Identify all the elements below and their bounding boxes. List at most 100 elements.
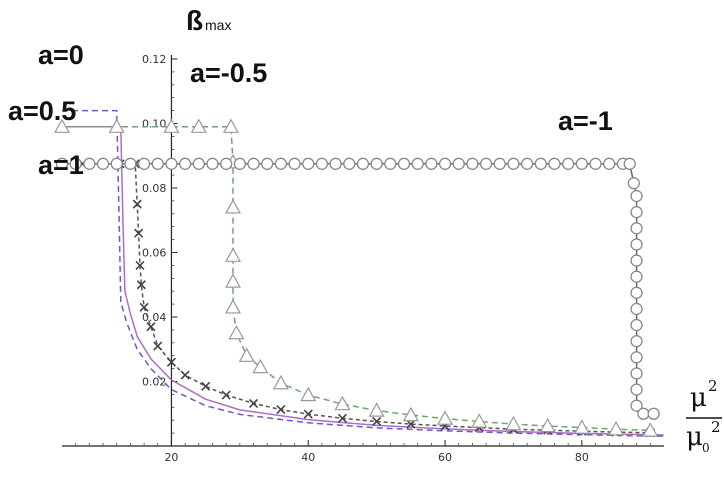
- series-3-point-13: [272, 374, 289, 390]
- series-4-point-43: [627, 177, 640, 190]
- series-4-point-24: [384, 157, 397, 170]
- series-2-point-10: [146, 322, 156, 332]
- series-4-point-25: [397, 157, 411, 170]
- series-4-point-56: [630, 383, 643, 396]
- series-3-point-20: [505, 415, 522, 431]
- x-marker-stroke: [139, 302, 149, 312]
- x-tick-label-80: 80: [575, 451, 589, 464]
- series-2-point-15: [221, 390, 231, 400]
- series-3-point-16: [368, 402, 385, 417]
- x-marker-stroke: [201, 381, 211, 391]
- y-tick-label-2: 0.06: [142, 247, 167, 260]
- series-4-point-42: [623, 157, 636, 170]
- series-4-point-49: [630, 270, 643, 283]
- series-2-point-16: [248, 398, 259, 408]
- series-2-point-8: [136, 280, 146, 290]
- y-tick-label-5: 0.12: [142, 53, 167, 66]
- series-2-point-12: [166, 357, 177, 367]
- series-4-point-44: [630, 189, 643, 203]
- series-2-point-19: [337, 413, 348, 423]
- x-marker-stroke: [153, 341, 163, 351]
- series-4-point-3: [96, 157, 110, 170]
- series-3-point-4: [222, 118, 239, 133]
- series-4-point-47: [630, 238, 643, 251]
- label-a-neg-1: a=-1: [558, 106, 613, 136]
- series-4-point-7: [151, 157, 164, 170]
- series-3-point-22: [573, 419, 590, 434]
- series-3-point-1: [108, 118, 125, 133]
- y-axis-label-sub: max: [205, 17, 231, 33]
- x-marker-stroke: [337, 413, 348, 423]
- series-3-point-17: [402, 406, 419, 422]
- series-4-point-37: [562, 157, 575, 170]
- series-2-point-13: [180, 370, 190, 380]
- x-tick-label-40: 40: [301, 451, 315, 464]
- series-4-point-14: [247, 157, 260, 170]
- series-line-1: [62, 125, 664, 436]
- series-3-point-10: [228, 324, 245, 340]
- series-4-point-8: [165, 157, 178, 170]
- series-2-point-14: [201, 381, 211, 391]
- x-marker-stroke: [146, 322, 156, 332]
- series-4-point-20: [329, 157, 342, 170]
- x-marker-stroke: [276, 404, 286, 415]
- y-tick-label-1: 0.04: [142, 311, 167, 324]
- y-tick-label-4: 0.10: [142, 118, 167, 131]
- x-marker-stroke: [248, 398, 259, 408]
- series-3-point-18: [437, 410, 454, 425]
- series-2-point-21: [406, 419, 416, 429]
- series-2-point-6: [134, 228, 144, 238]
- series-4-point-4: [110, 157, 123, 170]
- series-line-2: [62, 163, 651, 434]
- x-marker-stroke: [132, 199, 142, 209]
- series-4-point-40: [603, 157, 616, 170]
- series-2-point-5: [132, 199, 142, 209]
- series-3-point-24: [642, 422, 659, 437]
- series-3-point-19: [471, 413, 488, 428]
- series-4-point-15: [261, 157, 274, 170]
- x-tick-label-20: 20: [164, 451, 178, 464]
- x-marker-stroke: [134, 228, 144, 238]
- series-3-point-21: [539, 417, 556, 433]
- series-4-point-54: [630, 351, 643, 364]
- series-4-point-22: [356, 157, 370, 170]
- series-4-point-6: [137, 157, 151, 170]
- series-2-point-9: [139, 302, 149, 312]
- x-marker-stroke: [135, 260, 145, 270]
- series-3-point-6: [224, 199, 242, 214]
- series-4-point-51: [630, 302, 643, 316]
- x-axis-label-num-sup: 2: [708, 377, 718, 395]
- series-4-point-12: [220, 157, 233, 170]
- series-3-point-0: [53, 118, 71, 133]
- label-a-neg-0-5: a=-0.5: [190, 58, 267, 88]
- series-4-point-27: [425, 157, 438, 170]
- series-4-point-52: [630, 318, 643, 332]
- series-4-point-23: [370, 157, 383, 170]
- series-2-point-17: [276, 404, 286, 415]
- series-3-point-11: [238, 347, 255, 362]
- series-3-point-12: [252, 358, 269, 374]
- series-3-point-3: [190, 118, 207, 133]
- series-3-point-14: [300, 386, 317, 402]
- series-3-point-9: [224, 299, 242, 314]
- series-4-point-11: [206, 157, 219, 170]
- series-4-point-0: [55, 157, 69, 170]
- series-4-point-46: [630, 222, 643, 235]
- series-4-point-9: [178, 157, 192, 170]
- series-4-point-32: [493, 157, 506, 170]
- series-4-point-19: [315, 157, 329, 170]
- x-marker-stroke: [221, 390, 231, 400]
- series-4-point-26: [411, 157, 424, 170]
- x-axis-label-den: μ: [686, 422, 703, 452]
- label-a-1: a=1: [38, 150, 84, 180]
- series-4-point-28: [438, 157, 452, 170]
- series-4-point-18: [302, 157, 315, 170]
- x-marker-stroke: [372, 416, 382, 427]
- series-line-0: [62, 109, 664, 438]
- series-2-point-18: [303, 409, 313, 419]
- x-marker-stroke: [406, 419, 416, 429]
- label-a-0-5: a=0.5: [8, 96, 76, 126]
- y-tick-label-0: 0.02: [142, 376, 167, 389]
- series-4-point-10: [192, 157, 205, 170]
